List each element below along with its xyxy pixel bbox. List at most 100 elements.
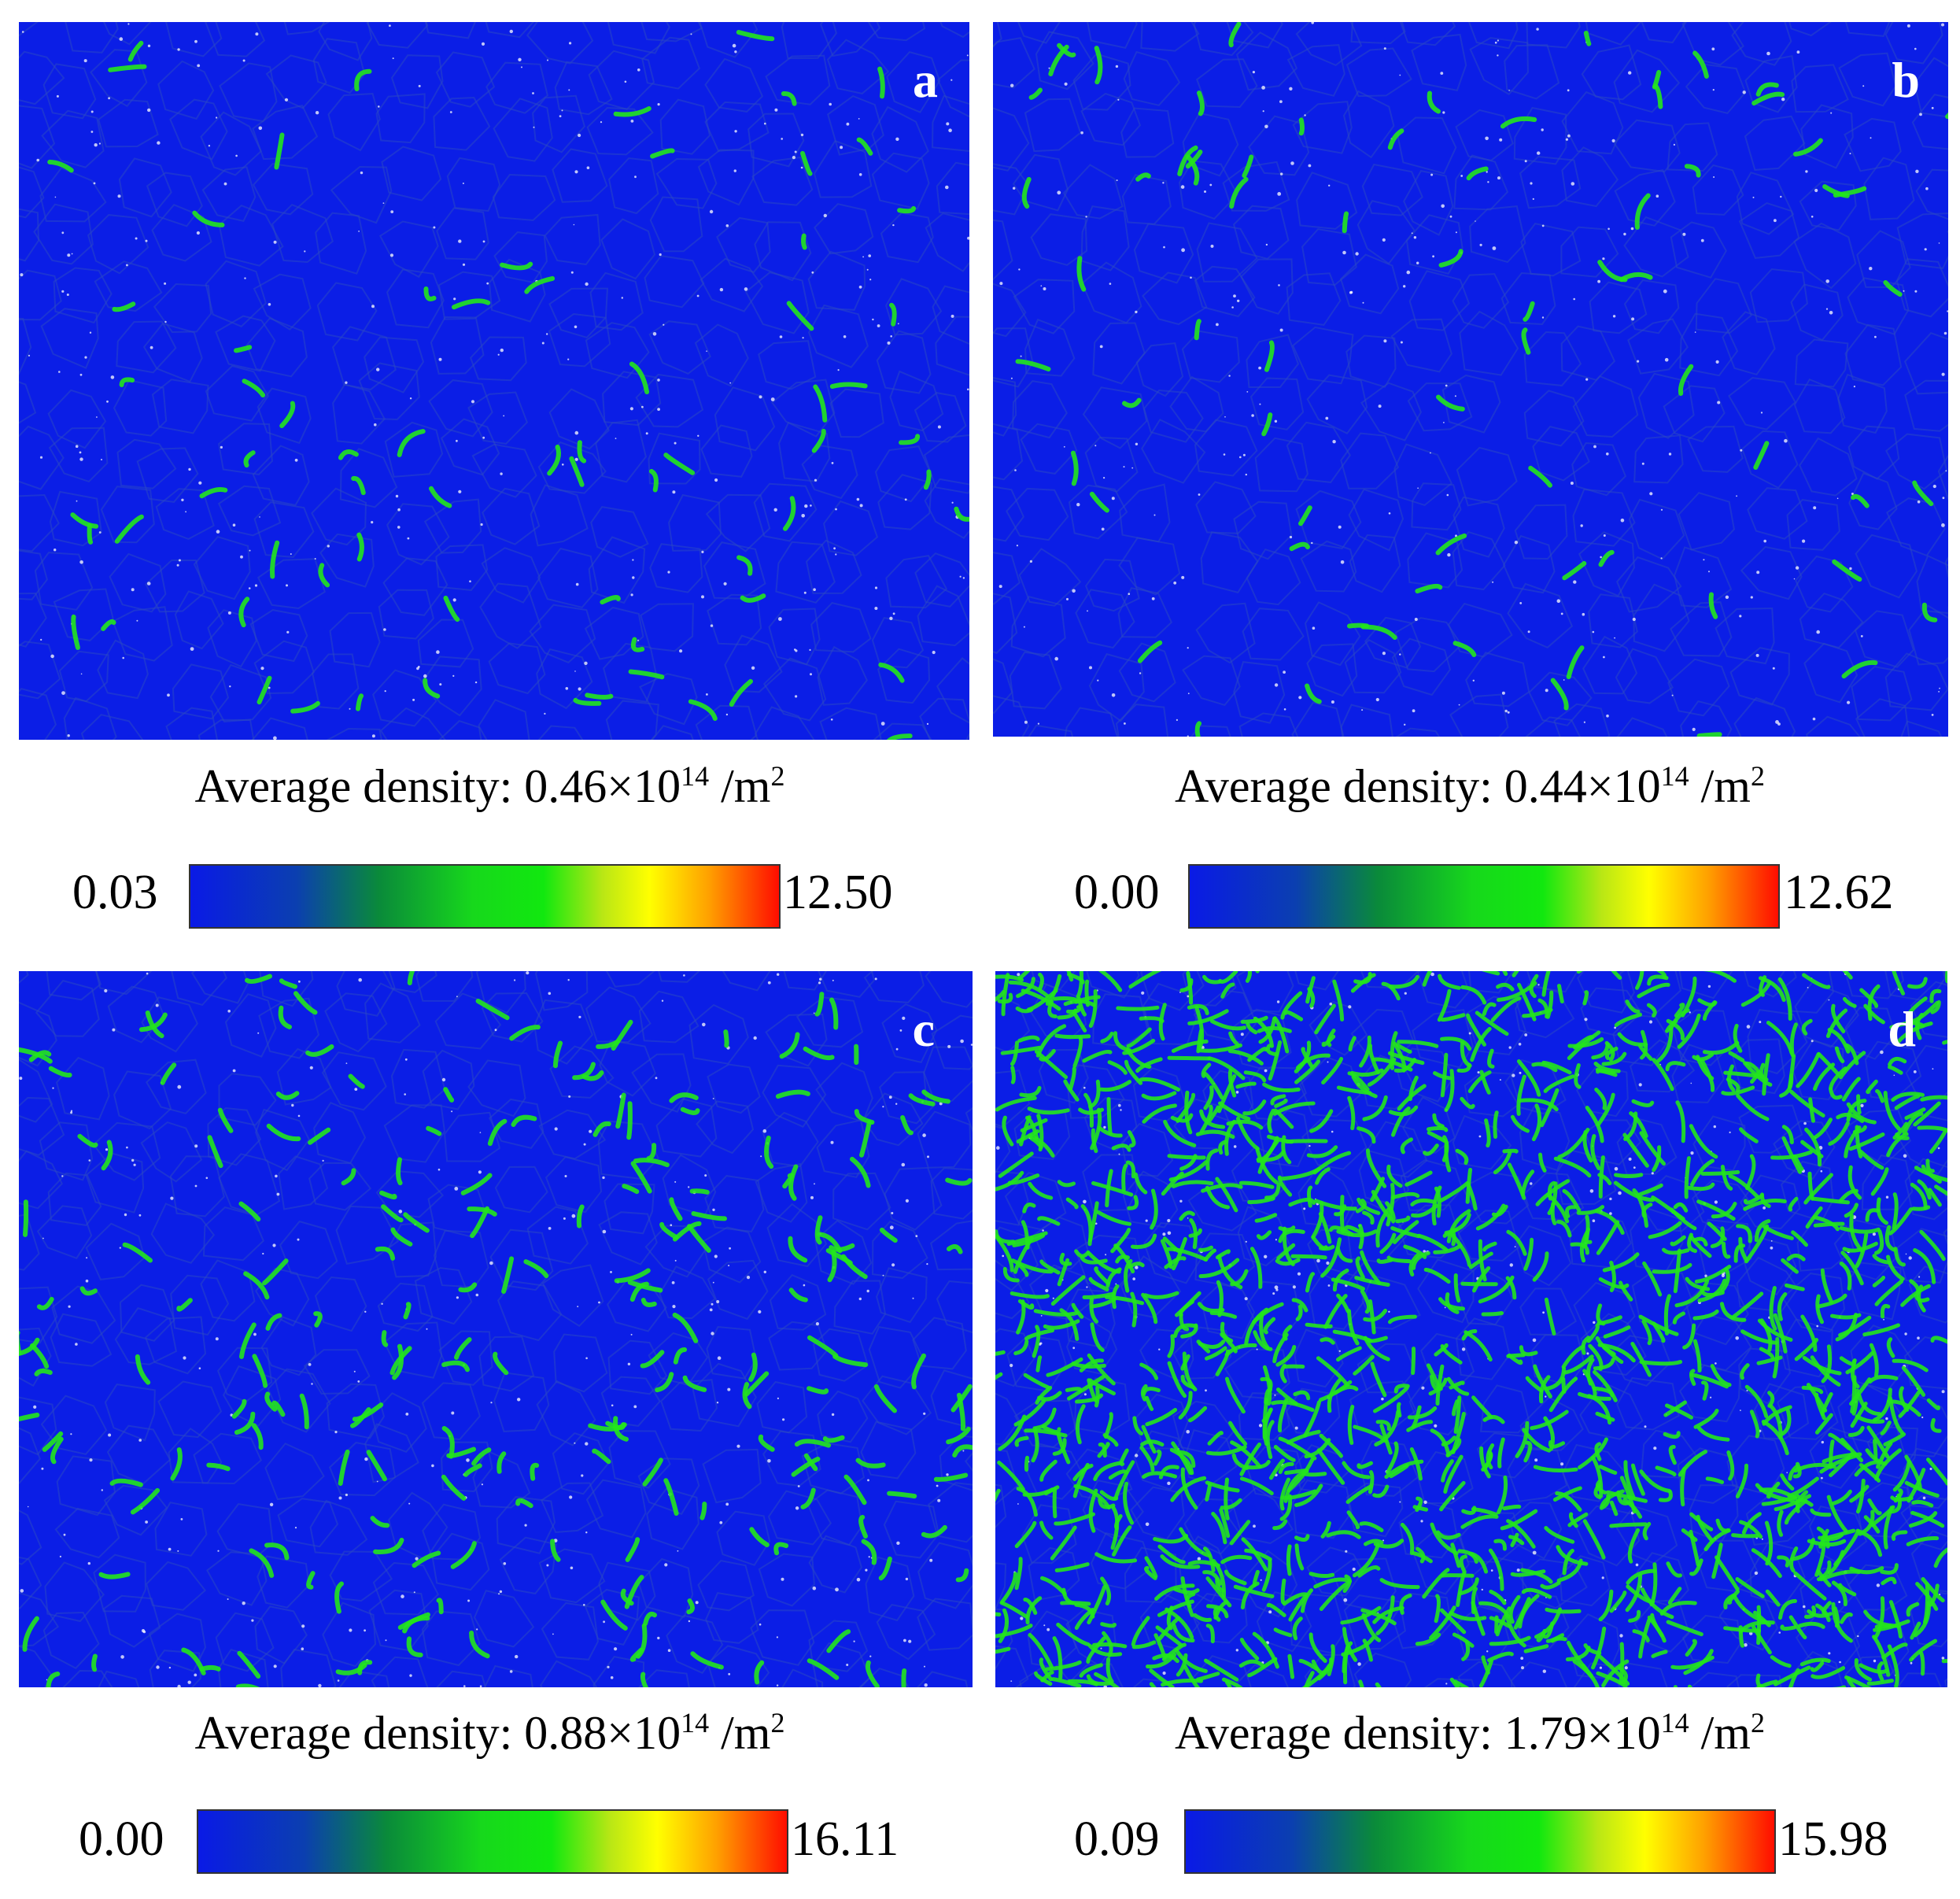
- speck: [600, 121, 603, 124]
- density-segment: [803, 1453, 818, 1472]
- density-segment: [381, 1330, 389, 1347]
- speck: [1874, 335, 1877, 338]
- density-segment: [1563, 1354, 1594, 1375]
- speck: [829, 102, 832, 106]
- density-segment: [1870, 1167, 1889, 1196]
- grain-boundary: [598, 1561, 656, 1621]
- density-segment: [1110, 1506, 1120, 1550]
- speck: [716, 1300, 720, 1303]
- speck: [58, 371, 61, 373]
- density-segment: [1194, 721, 1202, 737]
- grain-boundary: [993, 695, 1030, 737]
- density-segment: [1583, 1214, 1590, 1248]
- speck: [1713, 1125, 1716, 1129]
- grain-boundary: [1519, 155, 1582, 209]
- grain-boundary: [1667, 658, 1730, 717]
- density-segment: [1433, 1071, 1452, 1081]
- density-segment: [1244, 1307, 1269, 1346]
- density-segment: [1738, 1625, 1744, 1648]
- speck: [1105, 1254, 1107, 1256]
- speck: [1135, 310, 1138, 314]
- density-segment: [1675, 1100, 1686, 1143]
- density-segment: [933, 1472, 969, 1482]
- density-segment: [629, 1281, 649, 1302]
- density-segment: [786, 301, 814, 331]
- density-segment: [1792, 1461, 1802, 1479]
- grain-boundary: [1193, 22, 1254, 57]
- density-segment: [1105, 1169, 1113, 1208]
- grain-boundary: [694, 323, 749, 387]
- speck: [896, 1541, 900, 1545]
- speck: [1786, 1472, 1788, 1473]
- speck: [1739, 615, 1742, 618]
- speck: [859, 504, 863, 508]
- grain-boundary: [174, 590, 224, 650]
- density-segment: [318, 563, 330, 588]
- speck: [751, 666, 755, 670]
- grain-boundary: [768, 1321, 828, 1371]
- grain-boundary: [136, 447, 199, 503]
- speck: [627, 1362, 631, 1365]
- grain-boundary: [993, 593, 1018, 654]
- density-segment: [1614, 1173, 1644, 1179]
- speck: [413, 1591, 415, 1594]
- speck: [1830, 112, 1833, 114]
- density-segment: [1282, 1324, 1293, 1341]
- speck: [398, 1210, 403, 1214]
- density-segment: [1170, 1113, 1194, 1123]
- speck: [1277, 192, 1282, 196]
- density-segment: [822, 1435, 845, 1443]
- caption-d-unit: /m: [1689, 1707, 1751, 1759]
- speck: [514, 979, 516, 981]
- grain-boundary: [1908, 604, 1948, 666]
- speck: [1713, 176, 1715, 178]
- speck: [89, 1458, 93, 1462]
- speck: [1537, 151, 1541, 155]
- grain-boundary: [1235, 971, 1294, 1013]
- grain-boundary: [40, 1395, 108, 1455]
- speck: [1187, 995, 1190, 998]
- grain-boundary: [548, 287, 609, 339]
- speck: [187, 1680, 191, 1684]
- density-segment: [1286, 1458, 1315, 1493]
- speck: [846, 122, 850, 126]
- grain-boundary: [589, 272, 644, 331]
- density-segment: [1670, 1655, 1715, 1670]
- grain-boundary: [658, 971, 701, 983]
- speck: [1582, 612, 1585, 616]
- density-segment: [1390, 1191, 1420, 1200]
- speck: [959, 575, 962, 578]
- density-segment: [1082, 1049, 1113, 1063]
- caption-c-unit-exp: 2: [770, 1707, 785, 1738]
- density-segment: [1895, 1022, 1933, 1044]
- grain-boundary: [264, 1443, 325, 1501]
- density-segment: [1205, 1576, 1232, 1608]
- density-segment: [682, 1375, 707, 1392]
- speck: [1527, 630, 1530, 634]
- density-segment: [1037, 1216, 1061, 1226]
- density-segment: [1423, 1267, 1451, 1284]
- grain-boundary: [889, 370, 944, 432]
- speck: [1918, 1276, 1921, 1278]
- grain-boundary: [1348, 488, 1404, 552]
- density-segment: [1697, 1278, 1727, 1302]
- density-segment: [471, 1447, 492, 1466]
- grain-boundary: [813, 139, 873, 198]
- caption-c: Average density: 0.88×1014 /m2: [0, 1706, 980, 1760]
- density-segment: [1510, 1114, 1530, 1133]
- density-segment: [1094, 1266, 1110, 1285]
- density-segment: [1913, 1248, 1936, 1284]
- density-segment: [1013, 1398, 1046, 1427]
- grain-boundary: [200, 111, 262, 176]
- speck: [1187, 735, 1189, 737]
- speck: [770, 397, 775, 401]
- density-segment: [1484, 1118, 1491, 1148]
- speck: [795, 695, 798, 698]
- speck: [1477, 1071, 1480, 1074]
- density-segment: [1354, 1276, 1390, 1287]
- density-segment: [1099, 1490, 1119, 1501]
- grain-boundary: [541, 1602, 599, 1661]
- grain-boundary: [766, 1203, 828, 1268]
- grain-boundary: [1581, 44, 1642, 101]
- speck: [1924, 248, 1927, 251]
